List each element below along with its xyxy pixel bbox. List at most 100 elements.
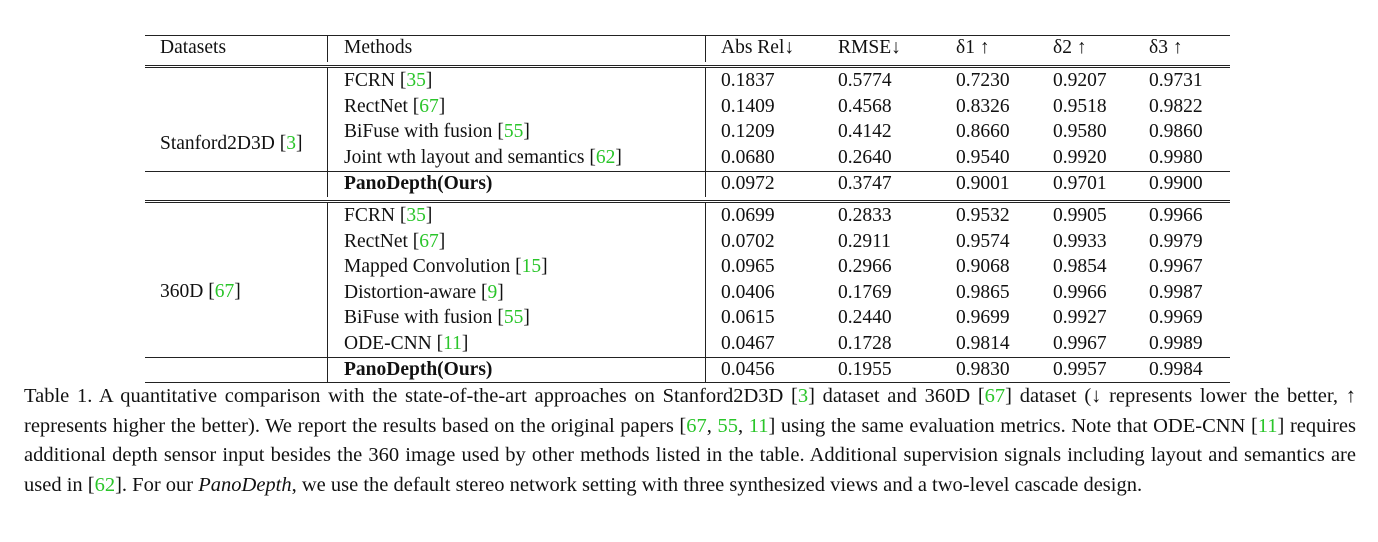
citation-link[interactable]: 67 [419,230,439,252]
dataset-label: Stanford2D3D [3] [160,133,303,154]
table-row: PanoDepth(Ours) 0.0972 0.3747 0.9001 0.9701 0… [145,171,1230,198]
metric-value: 0.9814 [956,332,1010,354]
metric-value: 0.9920 [1053,146,1107,168]
metric-value: 0.9207 [1053,70,1107,91]
table-row: PanoDepth(Ours) 0.0456 0.1955 0.9830 0.9957 0… [145,357,1230,384]
metric-value: 0.9580 [1053,121,1107,142]
metric-value: 0.9068 [956,256,1010,277]
citation-link[interactable]: 67 [419,95,439,117]
metric-value: 0.9967 [1053,332,1107,354]
method-name: Mapped Convolution [15] [344,256,548,277]
dataset-group-360d: 360D [67] FCRN [35] 0.0699 0.2833 0.9532 0.9… [145,200,1230,383]
metric-value: 0.9540 [956,146,1010,168]
method-name: ODE-CNN [11] [344,332,469,354]
dataset-label: 360D [67] [160,281,241,302]
header-delta3: δ3 ↑ [1149,37,1183,58]
metric-value: 0.9731 [1149,70,1203,91]
citation-link[interactable]: 35 [406,205,426,226]
metric-value: 0.1409 [721,95,775,117]
metric-value: 0.0702 [721,230,775,252]
table-row: Distortion-aware [9] 0.0406 0.1769 0.9865 0.… [145,281,1230,307]
column-divider [327,203,328,382]
table-row: BiFuse with fusion [55] 0.1209 0.4142 0.866… [145,120,1230,146]
metric-value: 0.9927 [1053,307,1107,328]
metric-value: 0.0406 [721,281,775,303]
method-name: RectNet [67] [344,230,446,252]
metric-value: 0.9830 [956,359,1010,380]
dataset-group-stanford2d3d: Stanford2D3D [3] FCRN [35] 0.1837 0.5774 0.… [145,65,1230,197]
metric-value: 0.9980 [1149,146,1203,168]
citation-link[interactable]: 11 [443,332,462,354]
metric-value: 0.2911 [838,230,891,252]
table-row: RectNet [67] 0.1409 0.4568 0.8326 0.9518 0.98… [145,95,1230,121]
metric-value: 0.9518 [1053,95,1107,117]
table-row: Joint wth layout and semantics [62] 0.068… [145,146,1230,172]
metric-value: 0.9905 [1053,205,1107,226]
method-name: BiFuse with fusion [55] [344,121,530,142]
metric-value: 0.9900 [1149,173,1203,194]
metric-value: 0.9532 [956,205,1010,226]
citation-link[interactable]: 55 [503,121,524,142]
metric-value: 0.9854 [1053,256,1107,277]
metric-value: 0.9001 [956,173,1010,194]
metric-value: 0.9969 [1149,307,1203,328]
citation-link[interactable]: 15 [521,256,542,277]
metric-value: 0.9699 [956,307,1010,328]
citation-link[interactable]: 35 [406,70,426,91]
metric-value: 0.0972 [721,173,775,194]
metric-value: 0.9989 [1149,332,1203,354]
column-divider [705,203,706,382]
metric-value: 0.2966 [838,256,892,277]
table-row: FCRN [35] 0.0699 0.2833 0.9532 0.9905 0.9966 [145,204,1230,230]
column-divider [327,36,328,62]
column-divider [705,68,706,197]
metric-value: 0.9860 [1149,121,1203,142]
metric-value: 0.9701 [1053,173,1107,194]
metric-value: 0.0456 [721,359,775,380]
metric-value: 0.1769 [838,281,892,303]
metric-value: 0.2833 [838,205,892,226]
method-name: FCRN [35] [344,70,433,91]
method-name: Joint wth layout and semantics [62] [344,146,622,168]
metric-value: 0.2640 [838,146,892,168]
metric-value: 0.0467 [721,332,775,354]
metric-value: 0.1955 [838,359,892,380]
column-divider [705,36,706,62]
metric-value: 0.9966 [1053,281,1107,303]
metric-value: 0.3747 [838,173,892,194]
header-datasets: Datasets [160,37,227,58]
citation-link[interactable]: 55 [503,307,524,328]
metric-value: 0.8660 [956,121,1010,142]
metric-value: 0.9574 [956,230,1010,252]
metric-value: 0.7230 [956,70,1010,91]
metric-value: 0.9966 [1149,205,1203,226]
table-row: FCRN [35] 0.1837 0.5774 0.7230 0.9207 0.9731 [145,69,1230,95]
header-methods: Methods [344,37,413,58]
metric-value: 0.0699 [721,205,775,226]
metric-value: 0.9865 [956,281,1010,303]
header-delta2: δ2 ↑ [1053,37,1087,58]
method-name: Distortion-aware [9] [344,281,504,303]
table-header: Datasets Methods Abs Rel↓ RMSE↓ δ1 ↑ δ2 … [145,35,1230,62]
metric-value: 0.0680 [721,146,775,168]
table-row: BiFuse with fusion [55] 0.0615 0.2440 0.969… [145,306,1230,332]
metric-value: 0.0615 [721,307,775,328]
citation-link[interactable]: 62 [595,146,616,168]
metric-value: 0.4568 [838,95,892,117]
column-divider [327,68,328,197]
method-name: FCRN [35] [344,205,433,226]
header-abs-rel: Abs Rel↓ [721,37,795,58]
method-name: PanoDepth(Ours) [344,173,493,194]
metric-value: 0.8326 [956,95,1010,117]
table-row: ODE-CNN [11] 0.0467 0.1728 0.9814 0.9967 0.99… [145,332,1230,358]
metric-value: 0.9957 [1053,359,1107,380]
citation-link[interactable]: 9 [487,281,498,303]
metric-value: 0.9822 [1149,95,1203,117]
header-rmse: RMSE↓ [838,37,901,58]
method-name: RectNet [67] [344,95,446,117]
metric-value: 0.9967 [1149,256,1203,277]
metric-value: 0.4142 [838,121,892,142]
metric-value: 0.1209 [721,121,775,142]
table-row: RectNet [67] 0.0702 0.2911 0.9574 0.9933 0.99… [145,230,1230,256]
metric-value: 0.2440 [838,307,892,328]
